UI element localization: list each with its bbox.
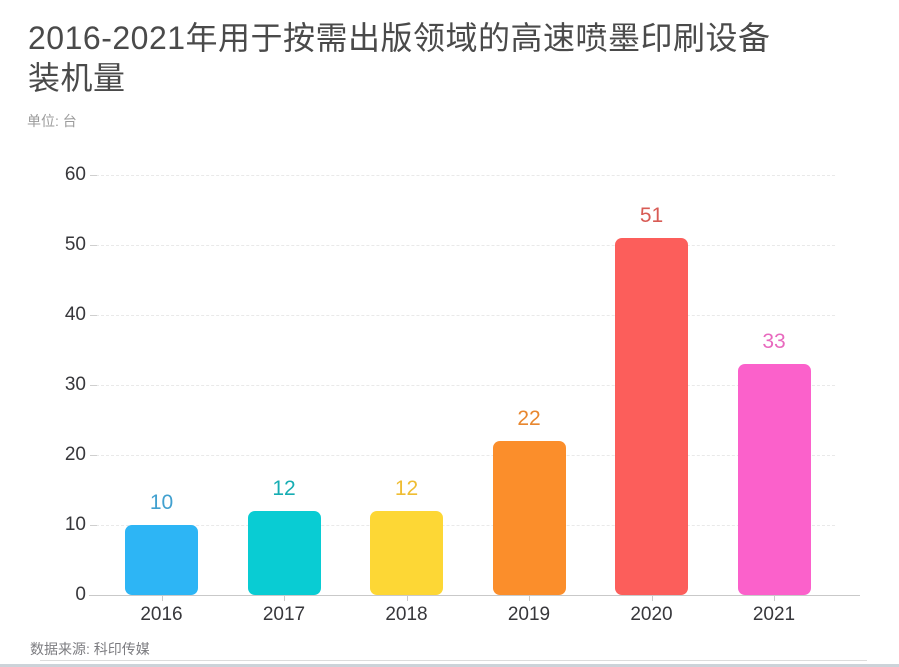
x-axis-tick — [284, 596, 285, 601]
chart-title-line1: 2016-2021年用于按需出版领域的高速喷墨印刷设备 — [28, 20, 771, 56]
chart-title: 2016-2021年用于按需出版领域的高速喷墨印刷设备 装机量 — [28, 18, 873, 98]
bar-value-label-2019: 22 — [517, 407, 541, 430]
bar-value-label-2018: 12 — [394, 477, 419, 500]
y-axis-tick — [90, 385, 97, 386]
y-axis-tick — [90, 315, 97, 316]
footer-divider — [40, 660, 867, 661]
x-axis-tick — [406, 596, 408, 601]
gridline-20 — [96, 455, 835, 456]
bar-2017[interactable] — [247, 511, 321, 595]
y-axis-tick-label: 40 — [64, 304, 86, 325]
bar-value-label-2021: 33 — [762, 330, 786, 353]
x-axis-tick — [161, 596, 163, 601]
x-axis-label-2019: 2019 — [507, 604, 551, 625]
x-axis-label-2020: 2020 — [630, 604, 673, 625]
x-axis-label-2017: 2017 — [262, 604, 306, 625]
bar-value-label-2016: 10 — [149, 491, 174, 514]
gridline-60 — [96, 175, 835, 176]
x-axis-tick — [529, 596, 530, 601]
y-axis-tick-label: 50 — [64, 234, 86, 255]
bar-value-label-2020: 51 — [639, 204, 664, 227]
y-axis-tick — [90, 175, 97, 176]
x-axis-label-2018: 2018 — [385, 604, 428, 625]
y-axis-tick-label: 20 — [64, 444, 86, 465]
gridline-10 — [96, 525, 835, 526]
y-axis-tick-label: 30 — [64, 374, 86, 395]
x-axis-tick — [651, 596, 653, 601]
x-axis-tick — [774, 596, 775, 601]
y-axis-tick-label: 60 — [64, 164, 86, 185]
y-axis-tick-label: 10 — [64, 514, 86, 535]
bar-2019[interactable] — [492, 441, 566, 595]
chart-title-line2: 装机量 — [28, 60, 126, 96]
bar-2021[interactable] — [737, 364, 811, 595]
data-source-label: 数据来源: 科印传媒 — [30, 641, 150, 657]
gridline-30 — [96, 385, 835, 386]
x-axis-line — [89, 595, 860, 596]
bar-value-label-2017: 12 — [272, 477, 296, 500]
gridline-40 — [96, 315, 835, 316]
gridline-50 — [96, 245, 835, 246]
y-axis-tick-label: 0 — [75, 584, 86, 605]
y-axis-tick — [90, 525, 97, 526]
unit-label: 单位: 台 — [27, 113, 77, 129]
x-axis-label-2021: 2021 — [752, 604, 796, 625]
x-axis-label-2016: 2016 — [140, 604, 183, 625]
bar-2018[interactable] — [370, 511, 443, 595]
y-axis-tick — [90, 455, 97, 456]
bar-2020[interactable] — [615, 238, 688, 595]
bar-2016[interactable] — [125, 525, 198, 595]
y-axis-tick — [90, 245, 97, 246]
